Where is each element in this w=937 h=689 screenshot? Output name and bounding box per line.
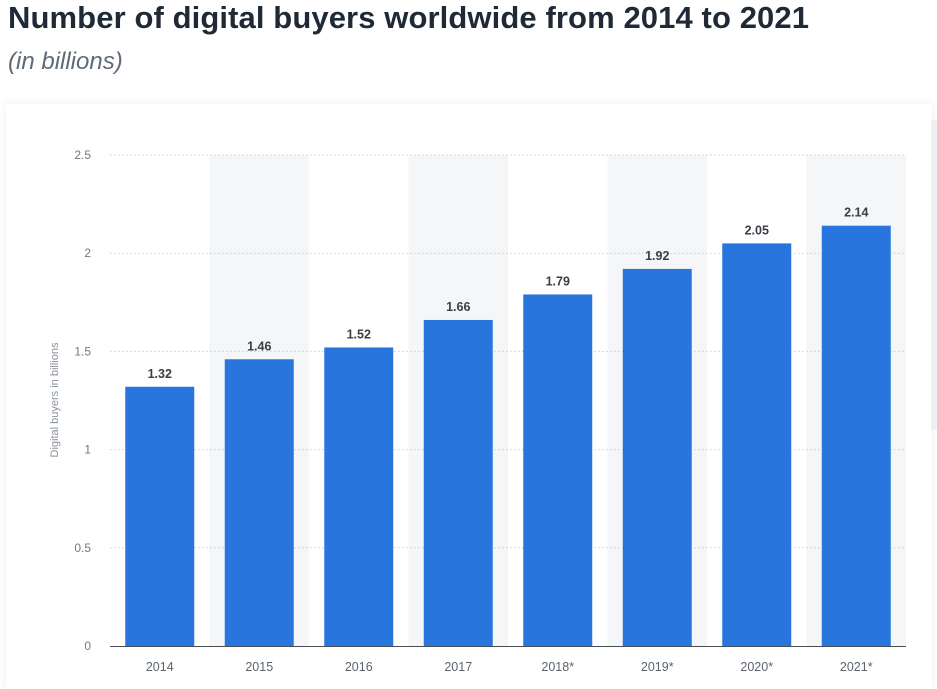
data-label: 1.66: [446, 300, 470, 314]
bar: [324, 347, 394, 646]
y-axis-label: Digital buyers in billions: [49, 342, 61, 457]
bar: [821, 225, 891, 647]
data-label: 1.79: [546, 274, 570, 288]
data-label: 1.46: [247, 339, 271, 353]
y-tick-label: 2: [84, 246, 91, 260]
x-tick-label: 2014: [146, 660, 174, 674]
y-tick-label: 0.5: [74, 541, 91, 555]
y-axis-ticks: 0 0.5 1 1.5 2 2.5: [74, 148, 91, 653]
x-axis-ticks: 2014 2015 2016 2017 2018* 2019* 2020* 2021*: [146, 660, 873, 674]
chart-subtitle: (in billions): [8, 48, 123, 75]
y-tick-label: 0: [84, 639, 91, 653]
x-tick-label: 2018*: [541, 660, 574, 674]
y-tick-label: 2.5: [74, 148, 91, 162]
bar: [523, 294, 593, 646]
data-labels: 1.32 1.46 1.52 1.66 1.79 1.92 2.05 2.14: [148, 206, 869, 381]
bar: [125, 386, 195, 646]
data-label: 2.05: [745, 223, 769, 237]
x-tick-label: 2021*: [840, 660, 873, 674]
data-label: 1.92: [645, 249, 669, 263]
side-panel: [931, 120, 937, 430]
data-label: 1.52: [347, 327, 371, 341]
x-tick-label: 2015: [245, 660, 273, 674]
data-label: 1.32: [148, 367, 172, 381]
bar: [622, 268, 692, 646]
bar: [423, 319, 493, 646]
y-tick-label: 1.5: [74, 344, 91, 358]
x-tick-label: 2020*: [740, 660, 773, 674]
x-tick-label: 2017: [444, 660, 472, 674]
bar: [224, 359, 294, 646]
y-tick-label: 1: [84, 443, 91, 457]
bars: [125, 225, 891, 647]
x-tick-label: 2016: [345, 660, 373, 674]
x-tick-label: 2019*: [641, 660, 674, 674]
data-label: 2.14: [844, 206, 868, 220]
bar: [722, 243, 792, 646]
chart-title: Number of digital buyers worldwide from …: [8, 0, 810, 35]
